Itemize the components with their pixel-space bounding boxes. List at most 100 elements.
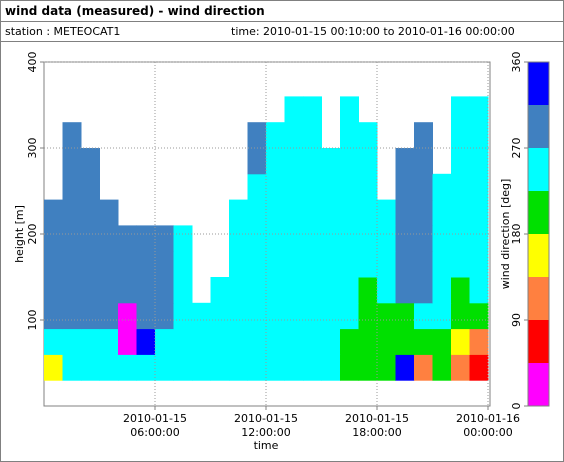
heat-cell [81, 328, 100, 355]
heat-cell [284, 328, 304, 355]
heat-cell [62, 354, 82, 381]
colorbar-segment [528, 148, 549, 191]
heat-cell [340, 199, 359, 226]
heat-cell [321, 173, 341, 201]
heat-cell [155, 251, 174, 278]
heat-cell [266, 225, 285, 252]
heat-cell [451, 354, 470, 381]
heat-cell [266, 251, 285, 278]
heat-cell [99, 302, 119, 330]
heat-cell [303, 251, 322, 278]
heat-cell [432, 302, 452, 330]
heat-cell [414, 251, 433, 278]
heat-cell [414, 225, 433, 252]
heat-cell [377, 302, 396, 330]
heat-cell [414, 148, 433, 175]
heat-cell [303, 354, 322, 381]
heat-cell [377, 225, 396, 252]
x-tick-label: 2010-01-15 12:00:00 [234, 412, 298, 439]
heat-cell [303, 122, 322, 149]
heat-cell [99, 328, 119, 355]
heat-cell [469, 173, 489, 201]
colorbar-tick-label: 360 [510, 52, 523, 73]
heat-cell [192, 328, 211, 355]
heat-cell [284, 148, 304, 175]
heat-cell [155, 354, 174, 381]
heat-cell [247, 148, 267, 175]
heat-cell [173, 354, 193, 381]
heat-cell [284, 251, 304, 278]
heat-cell [284, 277, 304, 304]
heat-cell [321, 251, 341, 278]
heat-cell [303, 199, 322, 226]
colorbar-label: wind direction [deg] [499, 179, 512, 290]
heat-cell [44, 277, 63, 304]
divider [1, 21, 563, 22]
heat-cell [303, 277, 322, 304]
heat-cell [432, 251, 452, 278]
divider [1, 41, 563, 42]
heat-cell [414, 199, 433, 226]
heat-cell [395, 199, 415, 226]
heat-cell [469, 354, 489, 381]
heat-cell [99, 251, 119, 278]
heat-cell [395, 225, 415, 252]
heat-cell [451, 251, 470, 278]
heat-cell [469, 199, 489, 226]
heat-cell [284, 199, 304, 226]
heat-cell [62, 199, 82, 226]
heat-cell [247, 328, 267, 355]
heat-cell [377, 251, 396, 278]
heat-cell [210, 328, 230, 355]
heat-cell [358, 122, 378, 149]
heat-cell [303, 148, 322, 175]
heat-cell [118, 277, 137, 304]
heat-cell [321, 199, 341, 226]
heat-cell [321, 328, 341, 355]
heat-cell [118, 302, 137, 330]
heat-cell [303, 173, 322, 201]
heat-cell [44, 251, 63, 278]
heat-cell [432, 328, 452, 355]
heat-cell [229, 354, 248, 381]
heat-cell [469, 302, 489, 330]
heat-cell [451, 173, 470, 201]
y-tick-label: 200 [26, 224, 39, 245]
heat-cell [229, 328, 248, 355]
heat-cell [155, 302, 174, 330]
x-axis-label: time [254, 439, 279, 452]
heat-cell [229, 199, 248, 226]
colorbar-segment [528, 62, 549, 105]
heat-cell [44, 302, 63, 330]
y-axis-label: height [m] [13, 205, 26, 263]
heat-cell [210, 302, 230, 330]
title: wind data (measured) - wind direction [5, 4, 265, 18]
heat-cell [395, 328, 415, 355]
heat-cell [432, 199, 452, 226]
heat-cell [266, 277, 285, 304]
heat-cell [340, 302, 359, 330]
heat-cell [62, 148, 82, 175]
heat-cell [395, 148, 415, 175]
heat-cell [247, 199, 267, 226]
heat-cell [303, 328, 322, 355]
heat-cell [44, 328, 63, 355]
heat-cell [469, 251, 489, 278]
heat-cell [469, 225, 489, 252]
heat-cell [266, 148, 285, 175]
heat-cell [81, 199, 100, 226]
heat-cell [44, 225, 63, 252]
time-range: time: 2010-01-15 00:10:00 to 2010-01-16 … [231, 25, 515, 38]
heat-cell [358, 302, 378, 330]
heat-cell [155, 328, 174, 355]
heat-cell [44, 354, 63, 381]
colorbar-segment [528, 191, 549, 234]
heat-cell [321, 277, 341, 304]
x-tick-label: 2010-01-16 00:00:00 [456, 412, 520, 439]
heat-cell [414, 302, 433, 330]
heat-cell [118, 225, 137, 252]
heat-cell [247, 173, 267, 201]
heat-cell [340, 225, 359, 252]
heat-cell [303, 225, 322, 252]
heat-cell [136, 251, 156, 278]
